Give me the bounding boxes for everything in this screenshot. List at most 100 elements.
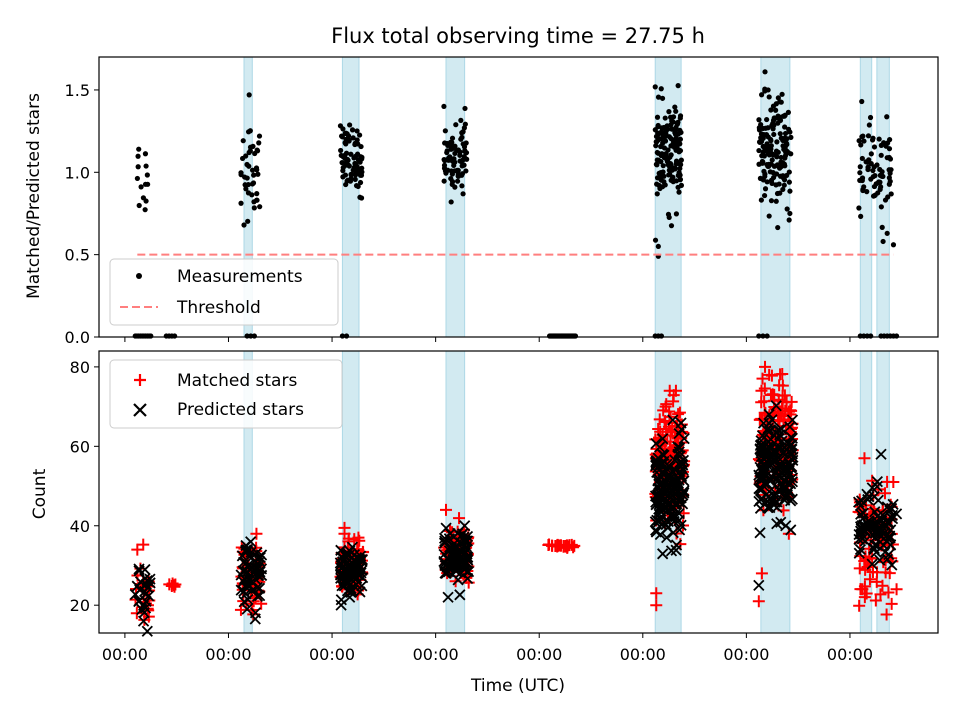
predicted-star-point [771,472,784,485]
measurement-point [254,197,260,203]
measurement-point [342,155,348,161]
ratio-panel: 0.0 0.5 1.0 1.5 [65,56,939,347]
measurement-point [887,156,894,162]
measurement-point [761,168,767,174]
measurement-point [878,184,884,190]
measurement-point [758,197,764,203]
measurement-point [443,170,449,176]
measurement-point [667,154,673,160]
y-tick-label: 1.5 [65,81,90,100]
measurement-point [664,123,670,129]
measurement-point [654,191,660,197]
measurement-point [870,174,876,180]
measurement-point [880,238,886,245]
measurement-point [770,120,776,127]
predicted-star-point [767,494,780,507]
predicted-star-point [779,492,791,504]
predicted-star-point [664,471,677,484]
matched-star-point [890,583,903,596]
predicted-star-point [238,573,251,585]
predicted-star-point [653,441,666,453]
measurements-legend-label: Measurements [177,267,303,287]
measurement-point [142,181,149,187]
measurement-point [458,158,464,164]
matched-star-point [863,573,876,586]
predicted-star-point [677,459,689,471]
x-tick-label: 00:00 [827,645,873,664]
matched-star-point [763,368,776,381]
measurement-point [856,138,862,144]
measurement-point [148,333,154,339]
predicted-star-point [355,567,367,579]
measurement-point [444,140,450,147]
plot-frame [98,56,939,338]
y-tick-label: 80 [70,358,90,377]
measurement-point [462,105,468,112]
predicted-star-point [772,424,784,437]
x-axis-label: Time (UTC) [470,676,565,696]
measurement-point [675,83,681,89]
matched-star-point [866,565,879,578]
measurement-point [667,171,673,177]
measurement-point [349,127,356,133]
predicted-star-point [875,513,887,526]
matched-star-point [882,586,895,599]
predicted-star-point [657,433,669,445]
measurement-point [778,99,784,105]
measurement-point [856,205,862,211]
predicted-star-point [762,502,774,514]
measurement-point [781,177,788,183]
measurement-point [781,182,787,188]
measurement-point [859,98,865,105]
matched-star-point [650,587,663,600]
predicted-star-point [763,485,775,498]
measurement-point [340,126,346,132]
predicted-star-point [669,464,681,476]
measurement-point [678,182,685,188]
measurement-point [245,181,251,188]
predicted-star-point [144,573,156,585]
measurement-point [652,84,658,90]
measurement-point [247,144,254,150]
predicted-star-point [884,530,896,542]
measurement-point [241,222,247,228]
measurement-point [449,181,455,188]
measurement-point [343,333,350,339]
predicted-star-point [785,431,797,443]
measurement-point [869,137,876,143]
measurement-point [653,143,659,149]
measurement-point [673,108,679,114]
measurement-point [667,164,673,170]
measurement-point [353,170,359,176]
measurement-point [768,107,774,113]
measurement-point [787,188,793,194]
measurement-point [359,165,365,171]
measurement-point [770,174,777,181]
predicted-star-point [758,459,770,472]
measurement-point [673,135,679,141]
measurement-point [773,171,780,177]
measurement-point [768,136,774,143]
measurement-point [756,147,762,154]
matched-star-point [856,583,869,596]
measurement-point [459,171,466,177]
predicted-star-point [341,585,354,597]
predicted-star-point [660,514,672,527]
top-legend-box [109,258,339,326]
measurement-point [253,165,260,171]
measurement-point [775,120,781,126]
predicted-star-point [871,481,883,493]
measurement-point [864,189,870,195]
matched-star-point [659,400,672,413]
measurement-point [766,94,772,100]
measurement-point [142,207,148,213]
measurement-point [666,214,672,220]
plot-frame [98,350,939,634]
predicted-star-point [454,589,466,601]
matched-star-point [673,406,686,419]
measurement-point [257,204,263,210]
measurement-point [761,192,768,199]
measurement-point [441,178,447,184]
measurement-point [654,114,661,120]
measurement-point [655,135,661,141]
